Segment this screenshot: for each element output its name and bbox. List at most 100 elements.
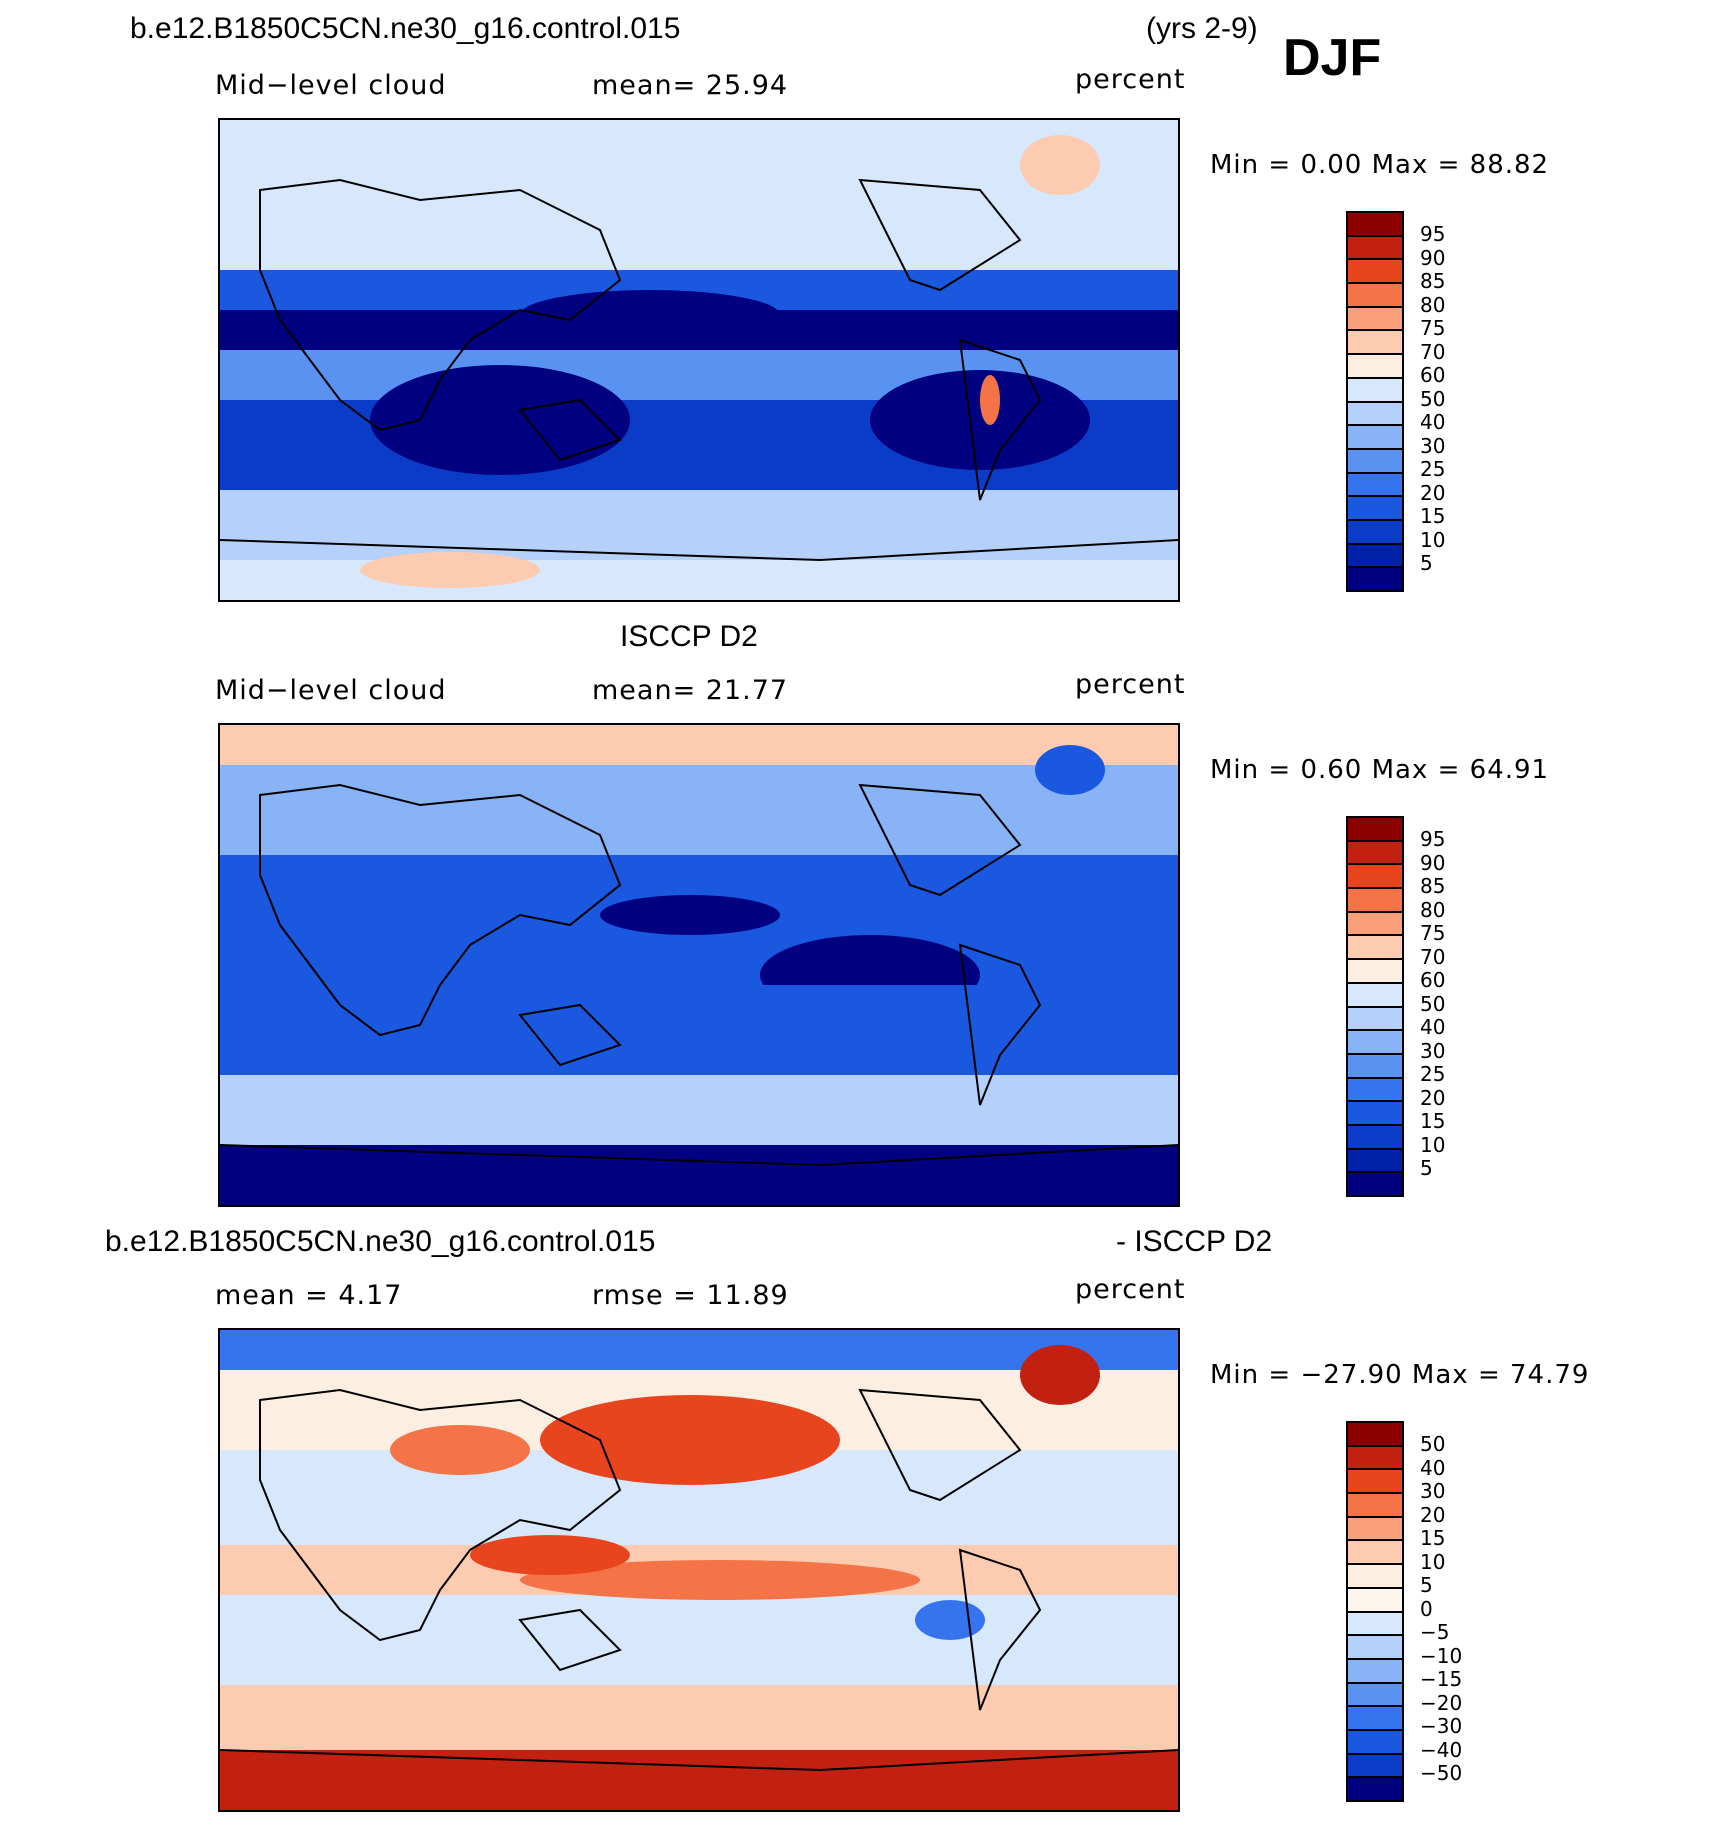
panel3-colorbar-label: 0 <box>1420 1597 1433 1621</box>
panel2-colorbar-label: 85 <box>1420 874 1446 898</box>
panel2-colorbar-swatch <box>1348 1149 1402 1174</box>
panel1-southeast-pacific-low <box>870 370 1090 470</box>
panel3-colorbar-label: 20 <box>1420 1503 1446 1527</box>
panel1-colorbar-label: 20 <box>1420 481 1446 505</box>
panel1-andes-high <box>980 375 1000 425</box>
panel1-colorbar <box>1346 211 1404 592</box>
panel1-colorbar-label: 85 <box>1420 269 1446 293</box>
panel2-colorbar-label: 60 <box>1420 968 1446 992</box>
panel1-colorbar-swatch <box>1348 284 1402 308</box>
panel3-colorbar-swatch <box>1348 1659 1402 1684</box>
panel1-colorbar-swatch <box>1348 426 1402 450</box>
panel3-colorbar-swatch <box>1348 1754 1402 1779</box>
panel2-colorbar-label: 20 <box>1420 1086 1446 1110</box>
panel2-north-pacific-low <box>600 895 780 935</box>
panel3-antarctic-band <box>220 1750 1178 1810</box>
panel2-colorbar <box>1346 816 1404 1197</box>
panel2-colorbar-swatch <box>1348 1054 1402 1079</box>
panel2-colorbar-label: 25 <box>1420 1062 1446 1086</box>
panel2-colorbar-swatch <box>1348 1125 1402 1150</box>
panel3-colorbar-label: 40 <box>1420 1456 1446 1480</box>
panel1-map <box>218 118 1180 602</box>
panel3-minmax: Min = −27.90 Max = 74.79 <box>1210 1360 1590 1390</box>
panel3-colorbar-label: −30 <box>1420 1714 1463 1738</box>
panel1-units-label: percent <box>1075 64 1186 95</box>
panel3-colorbar-label: −5 <box>1420 1620 1450 1644</box>
panel3-colorbar-labels: 50 40 30 20 15 10 5 0 −5 −10 −15 −20 −30… <box>1420 1421 1490 1798</box>
panel3-colorbar-swatch <box>1348 1707 1402 1731</box>
panel1-colorbar-label: 60 <box>1420 363 1446 387</box>
panel3-colorbar-swatch <box>1348 1423 1402 1447</box>
panel3-west-pacific-high <box>470 1535 630 1575</box>
panel3-heading: b.e12.B1850C5CN.ne30_g16.control.015 <box>105 1225 656 1258</box>
panel2-map-svg <box>220 725 1178 1205</box>
panel1-antarctic-high <box>360 552 540 588</box>
panel3-colorbar-label: −50 <box>1420 1761 1463 1785</box>
panel2-colorbar-swatch <box>1348 1007 1402 1032</box>
panel3-colorbar-label: 30 <box>1420 1479 1446 1503</box>
panel1-colorbar-swatch <box>1348 236 1402 261</box>
panel3-colorbar-swatch <box>1348 1517 1402 1542</box>
panel1-colorbar-label: 50 <box>1420 387 1446 411</box>
panel2-greenland-low <box>1035 745 1105 795</box>
panel1-colorbar-swatch <box>1348 378 1402 403</box>
panel3-colorbar-swatch <box>1348 1612 1402 1637</box>
panel1-colorbar-label: 90 <box>1420 246 1446 270</box>
panel1-colorbar-label: 75 <box>1420 316 1446 340</box>
panel2-southern-ocean <box>220 1075 1178 1145</box>
panel2-colorbar-label: 50 <box>1420 992 1446 1016</box>
panel3-colorbar-swatch <box>1348 1683 1402 1708</box>
panel1-north-pacific-low <box>520 290 780 340</box>
panel2-colorbar-swatch <box>1348 912 1402 937</box>
panel3-mean-label: mean = 4.17 <box>215 1280 403 1311</box>
panel1-colorbar-swatch <box>1348 331 1402 356</box>
panel1-colorbar-swatch <box>1348 568 1402 590</box>
panel3-colorbar-swatch <box>1348 1778 1402 1800</box>
panel2-colorbar-swatch <box>1348 889 1402 913</box>
panel2-colorbar-label: 40 <box>1420 1015 1446 1039</box>
case-title: b.e12.B1850C5CN.ne30_g16.control.015 <box>130 12 681 45</box>
panel3-north-pacific-high <box>540 1395 840 1485</box>
panel2-colorbar-swatch <box>1348 1031 1402 1055</box>
panel1-map-svg <box>220 120 1178 600</box>
panel3-colorbar-label: 15 <box>1420 1526 1446 1550</box>
season-label: DJF <box>1283 29 1382 87</box>
panel1-variable-label: Mid−level cloud <box>215 70 447 101</box>
panel2-mean-label: mean= 21.77 <box>592 675 789 706</box>
panel1-minmax: Min = 0.00 Max = 88.82 <box>1210 150 1550 180</box>
panel2-colorbar-swatch <box>1348 960 1402 984</box>
panel1-colorbar-swatch <box>1348 355 1402 379</box>
panel3-colorbar <box>1346 1421 1404 1802</box>
panel2-map <box>218 723 1180 1207</box>
panel2-colorbar-label: 75 <box>1420 921 1446 945</box>
panel1-colorbar-swatch <box>1348 473 1402 498</box>
panel2-antarctic-band <box>220 1145 1178 1205</box>
panel1-south-pacific-low <box>370 365 630 475</box>
panel3-colorbar-swatch <box>1348 1730 1402 1755</box>
panel1-colorbar-label: 70 <box>1420 340 1446 364</box>
panel3-arctic-band <box>220 1330 1178 1370</box>
panel2-coastlines <box>220 783 1178 1167</box>
panel3-colorbar-label: −10 <box>1420 1644 1463 1668</box>
panel1-colorbar-swatch <box>1348 402 1402 427</box>
panel2-colorbar-label: 15 <box>1420 1109 1446 1133</box>
years-label: (yrs 2-9) <box>1146 12 1258 45</box>
panel1-colorbar-label: 10 <box>1420 528 1446 552</box>
panel2-colorbar-label: 10 <box>1420 1133 1446 1157</box>
panel3-colorbar-swatch <box>1348 1588 1402 1613</box>
panel1-colorbar-label: 15 <box>1420 504 1446 528</box>
panel3-colorbar-label: −15 <box>1420 1667 1463 1691</box>
panel2-northern-midlatitudes <box>220 765 1178 855</box>
panel2-minmax: Min = 0.60 Max = 64.91 <box>1210 755 1550 785</box>
panel3-greenland-high <box>1020 1345 1100 1405</box>
panel3-southern-ocean <box>220 1685 1178 1750</box>
panel3-colorbar-label: −40 <box>1420 1738 1463 1762</box>
panel1-colorbar-swatch <box>1348 497 1402 521</box>
panel3-colorbar-swatch <box>1348 1636 1402 1660</box>
panel3-colorbar-swatch <box>1348 1541 1402 1566</box>
panel2-colorbar-swatch <box>1348 983 1402 1008</box>
panel2-colorbar-swatch <box>1348 936 1402 961</box>
panel3-colorbar-swatch <box>1348 1565 1402 1589</box>
panel1-greenland-high <box>1020 135 1100 195</box>
panel1-colorbar-labels: 95 90 85 80 75 70 60 50 40 30 25 20 15 1… <box>1420 211 1480 588</box>
